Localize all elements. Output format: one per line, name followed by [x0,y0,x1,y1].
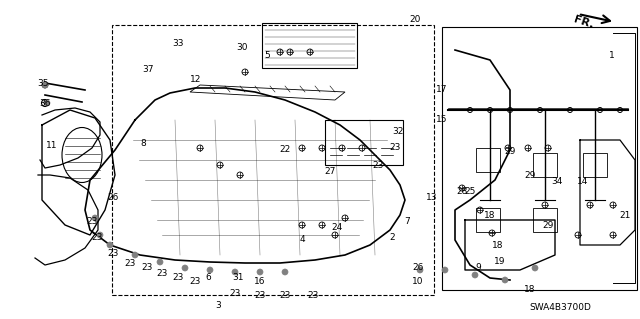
Text: 23: 23 [279,291,291,300]
Text: 10: 10 [412,278,424,286]
Text: 8: 8 [140,138,146,147]
Text: 32: 32 [392,128,404,137]
Text: 24: 24 [332,224,342,233]
Text: 17: 17 [436,85,448,94]
Circle shape [132,252,138,258]
Circle shape [44,100,50,106]
Text: 14: 14 [577,177,589,187]
Text: 29: 29 [504,147,516,157]
Bar [533,208,557,232]
Circle shape [92,215,98,221]
Text: 18: 18 [524,286,536,294]
Bar [325,120,403,165]
Text: 19: 19 [494,257,506,266]
Text: 35: 35 [37,78,49,87]
Text: 15: 15 [436,115,448,124]
Text: 37: 37 [142,65,154,75]
Text: 13: 13 [426,194,438,203]
Circle shape [182,265,188,271]
Text: FR.: FR. [572,14,595,30]
Circle shape [232,269,238,275]
Text: 18: 18 [492,241,504,249]
Circle shape [257,269,263,275]
Bar [476,148,500,172]
Circle shape [282,269,288,275]
Text: 25: 25 [464,188,476,197]
Text: 27: 27 [324,167,336,176]
Text: 22: 22 [280,145,291,154]
Text: 23: 23 [172,272,184,281]
Circle shape [417,267,423,273]
Text: 11: 11 [46,140,58,150]
Circle shape [107,242,113,248]
Text: 23: 23 [108,249,118,257]
Text: 16: 16 [254,278,266,286]
Circle shape [502,277,508,283]
Text: 3: 3 [215,300,221,309]
Bar [476,208,500,232]
Text: 23: 23 [92,234,102,242]
Text: 4: 4 [299,235,305,244]
Text: SWA4B3700D: SWA4B3700D [529,303,591,313]
Text: 18: 18 [484,211,496,219]
Text: 23: 23 [372,160,384,169]
Text: 30: 30 [236,43,248,53]
Text: 23: 23 [86,218,98,226]
Text: 26: 26 [108,194,118,203]
Circle shape [532,265,538,271]
Text: 28: 28 [456,188,468,197]
Text: 23: 23 [254,291,266,300]
Bar [442,27,637,290]
Text: 23: 23 [156,269,168,278]
Text: 31: 31 [232,273,244,283]
Circle shape [97,232,103,238]
Circle shape [42,82,48,88]
Text: 7: 7 [404,218,410,226]
Circle shape [472,272,478,278]
Text: 33: 33 [172,39,184,48]
Text: 2: 2 [389,234,395,242]
Bar [112,25,434,295]
Text: 23: 23 [307,291,319,300]
Text: 5: 5 [264,50,270,60]
Text: 23: 23 [189,278,201,286]
Bar [262,23,357,68]
Text: 1: 1 [609,50,615,60]
Text: 23: 23 [229,288,241,298]
Text: 23: 23 [124,258,136,268]
Text: 29: 29 [524,170,536,180]
Text: 21: 21 [620,211,630,219]
Bar [533,153,557,177]
Text: 36: 36 [39,99,51,108]
Text: 29: 29 [542,220,554,229]
Text: 34: 34 [551,177,563,187]
Text: 20: 20 [410,16,420,25]
Text: 23: 23 [389,144,401,152]
Text: 23: 23 [141,263,153,272]
Text: 26: 26 [412,263,424,272]
Circle shape [442,267,448,273]
Circle shape [207,267,213,273]
Text: 6: 6 [205,273,211,283]
Bar [583,153,607,177]
Text: 12: 12 [190,76,202,85]
Circle shape [157,259,163,265]
Circle shape [42,82,48,88]
Text: 9: 9 [475,263,481,272]
